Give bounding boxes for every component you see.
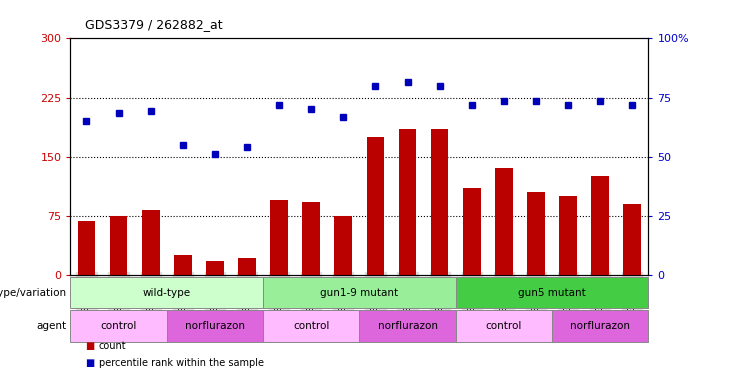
- Bar: [238, 258, 256, 275]
- Bar: [334, 216, 352, 275]
- Text: control: control: [293, 321, 330, 331]
- Text: ■: ■: [85, 358, 94, 368]
- Text: norflurazon: norflurazon: [378, 321, 437, 331]
- Text: norflurazon: norflurazon: [571, 321, 630, 331]
- Bar: [206, 261, 224, 275]
- Bar: [359, 310, 456, 342]
- Bar: [167, 310, 263, 342]
- Bar: [495, 169, 513, 275]
- Text: wild-type: wild-type: [143, 288, 190, 298]
- Bar: [110, 216, 127, 275]
- Bar: [431, 129, 448, 275]
- Bar: [552, 310, 648, 342]
- Text: gun5 mutant: gun5 mutant: [518, 288, 586, 298]
- Text: GDS3379 / 262882_at: GDS3379 / 262882_at: [85, 18, 223, 31]
- Text: genotype/variation: genotype/variation: [0, 288, 67, 298]
- Text: gun1-9 mutant: gun1-9 mutant: [320, 288, 399, 298]
- Text: ■: ■: [85, 341, 94, 351]
- Bar: [463, 188, 481, 275]
- Bar: [456, 310, 552, 342]
- Text: agent: agent: [36, 321, 67, 331]
- Bar: [399, 129, 416, 275]
- Bar: [527, 192, 545, 275]
- Bar: [623, 204, 641, 275]
- Bar: [270, 200, 288, 275]
- Bar: [78, 221, 96, 275]
- Bar: [302, 202, 320, 275]
- Text: control: control: [100, 321, 137, 331]
- Text: count: count: [99, 341, 126, 351]
- Bar: [263, 277, 456, 308]
- Text: norflurazon: norflurazon: [185, 321, 245, 331]
- Bar: [559, 196, 577, 275]
- Text: percentile rank within the sample: percentile rank within the sample: [99, 358, 264, 368]
- Bar: [70, 277, 263, 308]
- Bar: [263, 310, 359, 342]
- Bar: [174, 255, 192, 275]
- Bar: [591, 176, 609, 275]
- Bar: [70, 310, 167, 342]
- Bar: [456, 277, 648, 308]
- Bar: [367, 137, 385, 275]
- Text: control: control: [485, 321, 522, 331]
- Bar: [142, 210, 159, 275]
